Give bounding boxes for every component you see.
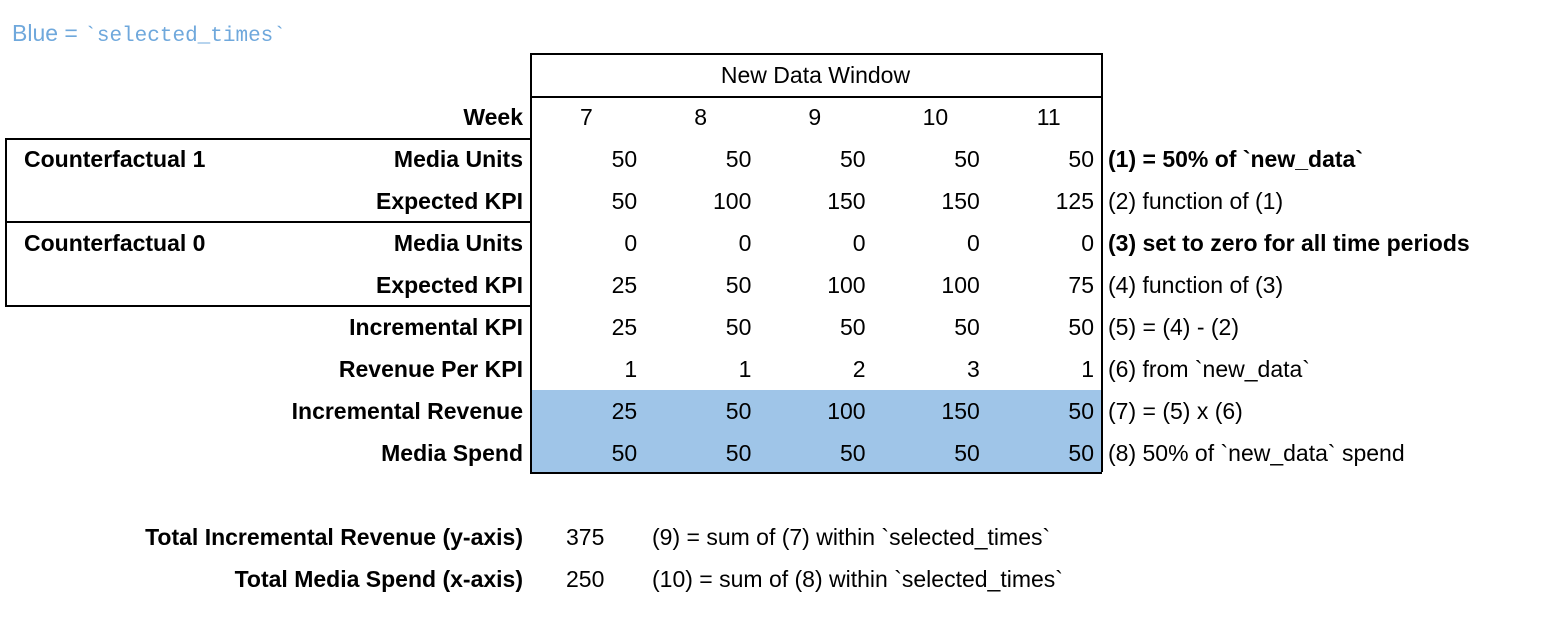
row-note: (6) from `new_data` <box>1108 356 1310 382</box>
cell-value: 1 <box>624 356 638 382</box>
row-note: (7) = (5) x (6) <box>1108 398 1243 424</box>
cell-value: 100 <box>827 272 866 298</box>
week-number: 8 <box>694 104 707 130</box>
highlight-cell <box>530 390 1101 432</box>
total-value: 375 <box>566 524 605 550</box>
week-number: 9 <box>808 104 822 130</box>
row-label: Media Spend <box>381 440 523 466</box>
cell-value: 50 <box>611 146 638 172</box>
cell-value: 100 <box>713 188 752 214</box>
cell-value: 50 <box>725 146 752 172</box>
cell-value: 25 <box>611 314 638 340</box>
group-label: Counterfactual 1 <box>24 146 206 172</box>
row-label: Expected KPI <box>376 272 523 298</box>
cell-value: 50 <box>840 440 866 466</box>
cell-value: 150 <box>827 188 866 214</box>
cell-value: 50 <box>954 146 980 172</box>
cell-value: 50 <box>611 440 638 466</box>
cell-value: 25 <box>611 398 638 424</box>
cell-value: 50 <box>840 314 866 340</box>
cell-value: 50 <box>954 440 980 466</box>
border-line <box>5 138 530 140</box>
row-label: Incremental Revenue <box>291 398 523 424</box>
border-line <box>530 53 1101 55</box>
border-line <box>530 472 1102 474</box>
row-note: (4) function of (3) <box>1108 272 1284 298</box>
cell-value: 100 <box>941 272 980 298</box>
cell-value: 1 <box>1081 356 1094 382</box>
row-note: (2) function of (1) <box>1108 188 1284 214</box>
total-label: Total Incremental Revenue (y-axis) <box>145 524 523 550</box>
border-line <box>530 96 1101 98</box>
legend-code: `selected_times` <box>84 25 286 48</box>
total-note: (10) = sum of (8) within `selected_times… <box>652 566 1063 592</box>
legend-prefix: Blue = <box>12 20 78 46</box>
cell-value: 75 <box>1068 272 1094 298</box>
cell-value: 100 <box>827 398 866 424</box>
week-label: Week <box>463 104 523 130</box>
cell-value: 50 <box>954 314 980 340</box>
row-label: Media Units <box>393 230 523 256</box>
cell-value: 50 <box>840 146 866 172</box>
cell-value: 0 <box>967 230 980 256</box>
legend: Blue = `selected_times` <box>12 12 286 54</box>
row-note: (3) set to zero for all time periods <box>1108 230 1470 256</box>
cell-value: 50 <box>1068 440 1094 466</box>
cell-value: 50 <box>1068 314 1094 340</box>
week-number: 11 <box>1036 104 1061 130</box>
row-note: (8) 50% of `new_data` spend <box>1108 440 1405 466</box>
cell-value: 150 <box>941 398 980 424</box>
cell-value: 0 <box>852 230 866 256</box>
cell-value: 0 <box>738 230 752 256</box>
cell-value: 1 <box>738 356 752 382</box>
row-label: Media Units <box>393 146 523 172</box>
week-number: 10 <box>922 104 949 130</box>
total-note: (9) = sum of (7) within `selected_times` <box>652 524 1051 550</box>
total-label: Total Media Spend (x-axis) <box>234 566 523 592</box>
cell-value: 150 <box>941 188 980 214</box>
cell-value: 50 <box>725 440 752 466</box>
cell-value: 0 <box>1081 230 1094 256</box>
cell-value: 50 <box>1068 146 1094 172</box>
border-line <box>530 53 532 472</box>
cell-value: 50 <box>725 272 752 298</box>
border-line <box>5 305 530 307</box>
border-line <box>5 221 530 223</box>
total-value: 250 <box>566 566 605 592</box>
row-note: (1) = 50% of `new_data` <box>1108 146 1363 172</box>
row-label: Incremental KPI <box>349 314 523 340</box>
week-number: 7 <box>580 104 593 130</box>
row-label: Expected KPI <box>376 188 523 214</box>
group-label: Counterfactual 0 <box>24 230 206 256</box>
row-note: (5) = (4) - (2) <box>1108 314 1239 340</box>
cell-value: 50 <box>611 188 638 214</box>
highlight-cell <box>530 432 1101 474</box>
cell-value: 0 <box>624 230 638 256</box>
cell-value: 125 <box>1055 188 1094 214</box>
border-line <box>5 138 7 305</box>
cell-value: 50 <box>1068 398 1094 424</box>
cell-value: 50 <box>725 398 752 424</box>
cell-value: 25 <box>611 272 638 298</box>
cell-value: 3 <box>967 356 980 382</box>
cell-value: 50 <box>725 314 752 340</box>
border-line <box>1101 53 1103 472</box>
cell-value: 2 <box>852 356 866 382</box>
row-label: Revenue Per KPI <box>338 356 523 382</box>
header-title: New Data Window <box>720 62 911 88</box>
